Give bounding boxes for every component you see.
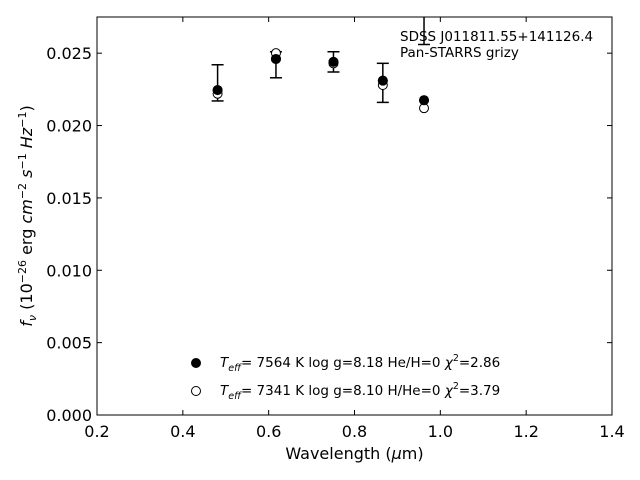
data-point-filled (419, 95, 430, 106)
data-point-filled (270, 53, 281, 64)
x-tick-label: 1.4 (599, 422, 624, 441)
legend-entry-1: Teff= 7564 K log g=8.18 He/H=0 χ2=2.86 (220, 353, 500, 374)
legend-marker-filled (191, 358, 201, 368)
model-points (212, 48, 430, 114)
x-tick-label: 1.2 (513, 422, 538, 441)
data-point-filled (328, 56, 339, 67)
plot-frame (96, 16, 613, 416)
data-point-filled (377, 75, 388, 86)
y-tick-labels: 0.000 0.005 0.010 0.015 0.020 0.025 (46, 44, 92, 425)
y-tick-label: 0.005 (46, 334, 92, 353)
y-tick-label: 0.020 (46, 117, 92, 136)
observed-error-bars (211, 17, 431, 104)
x-tick-label: 0.8 (342, 422, 367, 441)
x-tick-label: 1.0 (428, 422, 453, 441)
x-tick-labels: 0.2 0.4 0.6 0.8 1.0 1.2 1.4 (84, 422, 624, 441)
y-tick-label: 0.015 (46, 189, 92, 208)
annotation-survey: Pan-STARRS grizy (400, 45, 519, 61)
x-tick-label: 0.2 (84, 422, 109, 441)
annotation-object-name: SDSS J011811.55+141126.4 (400, 29, 593, 45)
legend: Teff= 7564 K log g=8.18 He/H=0 χ2=2.86 T… (191, 353, 500, 402)
legend-marker-open (191, 386, 201, 396)
x-tick-label: 0.6 (256, 422, 281, 441)
y-tick-label: 0.025 (46, 44, 92, 63)
y-tick-label: 0.000 (46, 406, 92, 425)
legend-entry-2: Teff= 7341 K log g=8.10 H/He=0 χ2=3.79 (220, 381, 500, 402)
data-point-filled (212, 85, 223, 96)
y-tick-label: 0.010 (46, 261, 92, 280)
y-axis-label: fν (10−26 erg cm−2 s−1 Hz−1) (16, 105, 39, 326)
x-tick-label: 0.4 (170, 422, 195, 441)
x-axis-label: Wavelength (μm) (285, 444, 423, 463)
error-bar (418, 17, 431, 46)
